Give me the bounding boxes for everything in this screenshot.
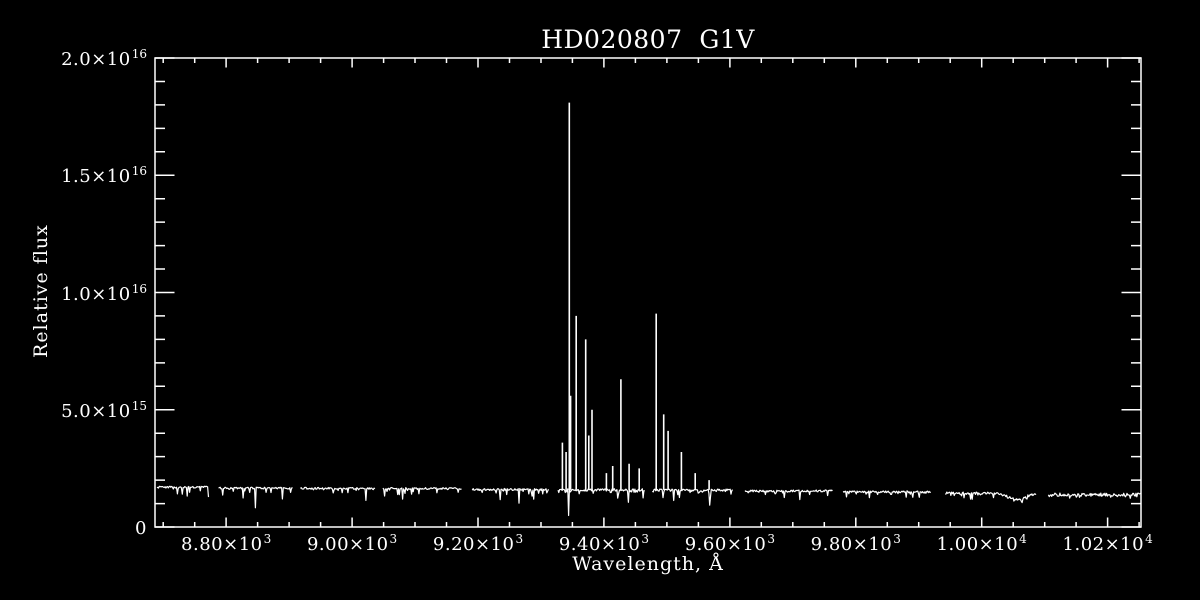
y-tick-label: 1.5×1016 (61, 164, 147, 188)
spectrum-segment (471, 487, 550, 504)
x-axis-label: Wavelength, Å (572, 553, 724, 575)
x-tick-label: 9.00×103 (306, 532, 398, 555)
y-tick-label: 0 (135, 518, 147, 539)
spectrum-segment (945, 491, 1037, 504)
spectrum-segment (651, 488, 734, 506)
axis-ticks (155, 57, 1141, 528)
spectrum-segment (842, 490, 932, 499)
x-tick-label: 9.80×103 (810, 532, 901, 555)
x-tick-label: 1.02×104 (1062, 532, 1153, 555)
y-tick-label: 2.0×1016 (61, 47, 147, 70)
spectrum-segment (1047, 492, 1142, 499)
spectrum-segment (156, 485, 210, 498)
spectrum-segment (382, 487, 462, 500)
emission-lines (561, 102, 710, 490)
spectrum-segment (300, 486, 376, 501)
x-tick-label: 1.00×104 (936, 532, 1027, 555)
x-tick-label: 8.80×103 (181, 532, 272, 555)
y-tick-label: 5.0×1015 (61, 398, 147, 422)
spectrum-segment (218, 486, 293, 509)
chart-title: HD020807 G1V (541, 25, 755, 54)
spectrum-segment (557, 488, 646, 517)
y-tick-label: 1.0×1016 (61, 281, 147, 305)
plot-frame (154, 57, 1142, 528)
x-tick-label: 9.60×103 (684, 532, 775, 555)
x-tick-label: 9.20×103 (432, 532, 524, 555)
spectrum-segment (744, 489, 833, 501)
x-tick-label: 9.40×103 (558, 532, 650, 555)
